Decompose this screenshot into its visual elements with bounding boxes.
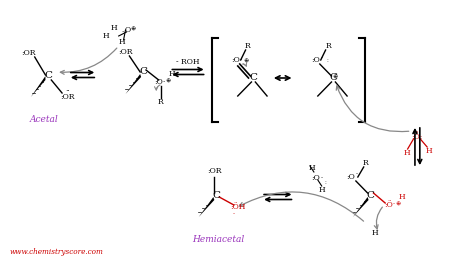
Text: R: R [326,42,331,50]
Text: ..: .. [320,173,323,178]
Text: Hemiacetal: Hemiacetal [192,235,245,244]
Text: ..: .. [416,129,419,134]
Text: :O: :O [346,173,356,181]
Text: ..: .. [240,55,244,60]
Text: H: H [426,147,432,155]
Text: ..: .. [320,54,323,59]
Text: :ÖH: :ÖH [230,203,246,211]
Text: C: C [249,73,257,82]
Text: C: C [329,73,337,82]
Text: ⊕: ⊕ [243,58,248,63]
Text: :Ö: :Ö [384,201,392,209]
Text: R: R [158,98,164,106]
Text: H: H [118,38,125,46]
Text: ⊕: ⊕ [166,78,171,82]
Text: :Ö:: :Ö: [412,133,423,141]
Text: ..: .. [122,27,125,32]
Text: C: C [45,70,53,79]
Text: C: C [212,191,220,200]
Polygon shape [199,197,214,217]
Text: H: H [309,164,315,172]
Text: H: H [403,149,410,157]
Text: ..: .. [392,200,395,205]
Text: O: O [124,26,130,34]
Polygon shape [353,197,369,217]
Text: R: R [363,159,368,167]
Text: :OR: :OR [207,167,221,175]
Text: H: H [319,186,325,194]
Text: ⊕: ⊕ [333,73,338,78]
Text: www.chemistryscore.com: www.chemistryscore.com [9,248,103,256]
Text: :O: :O [231,56,240,64]
Text: :O: :O [311,174,320,182]
Text: ⊕: ⊕ [395,200,401,205]
Text: H: H [103,32,109,40]
Text: H: H [169,70,176,78]
Text: Acetal: Acetal [30,116,59,125]
Text: C: C [366,191,374,200]
Text: C: C [139,68,147,77]
Text: :O: :O [155,78,163,86]
Text: ..: .. [232,210,236,215]
Text: - ROH: - ROH [176,58,200,66]
Text: H: H [110,24,117,32]
Text: ⊕: ⊕ [131,26,136,31]
Text: :OR: :OR [118,48,133,56]
Text: R: R [245,42,250,50]
Polygon shape [126,74,141,94]
Text: :: : [327,58,328,63]
Text: H: H [399,193,405,201]
Text: :OR: :OR [61,93,75,101]
Text: ..: .. [356,171,358,176]
Text: :OR: :OR [22,49,36,57]
Text: ..: .. [65,85,70,93]
Polygon shape [31,76,46,97]
Text: :O: :O [311,56,320,64]
Text: :: : [325,180,327,185]
Text: ..: .. [163,78,166,82]
Text: H: H [371,229,378,237]
